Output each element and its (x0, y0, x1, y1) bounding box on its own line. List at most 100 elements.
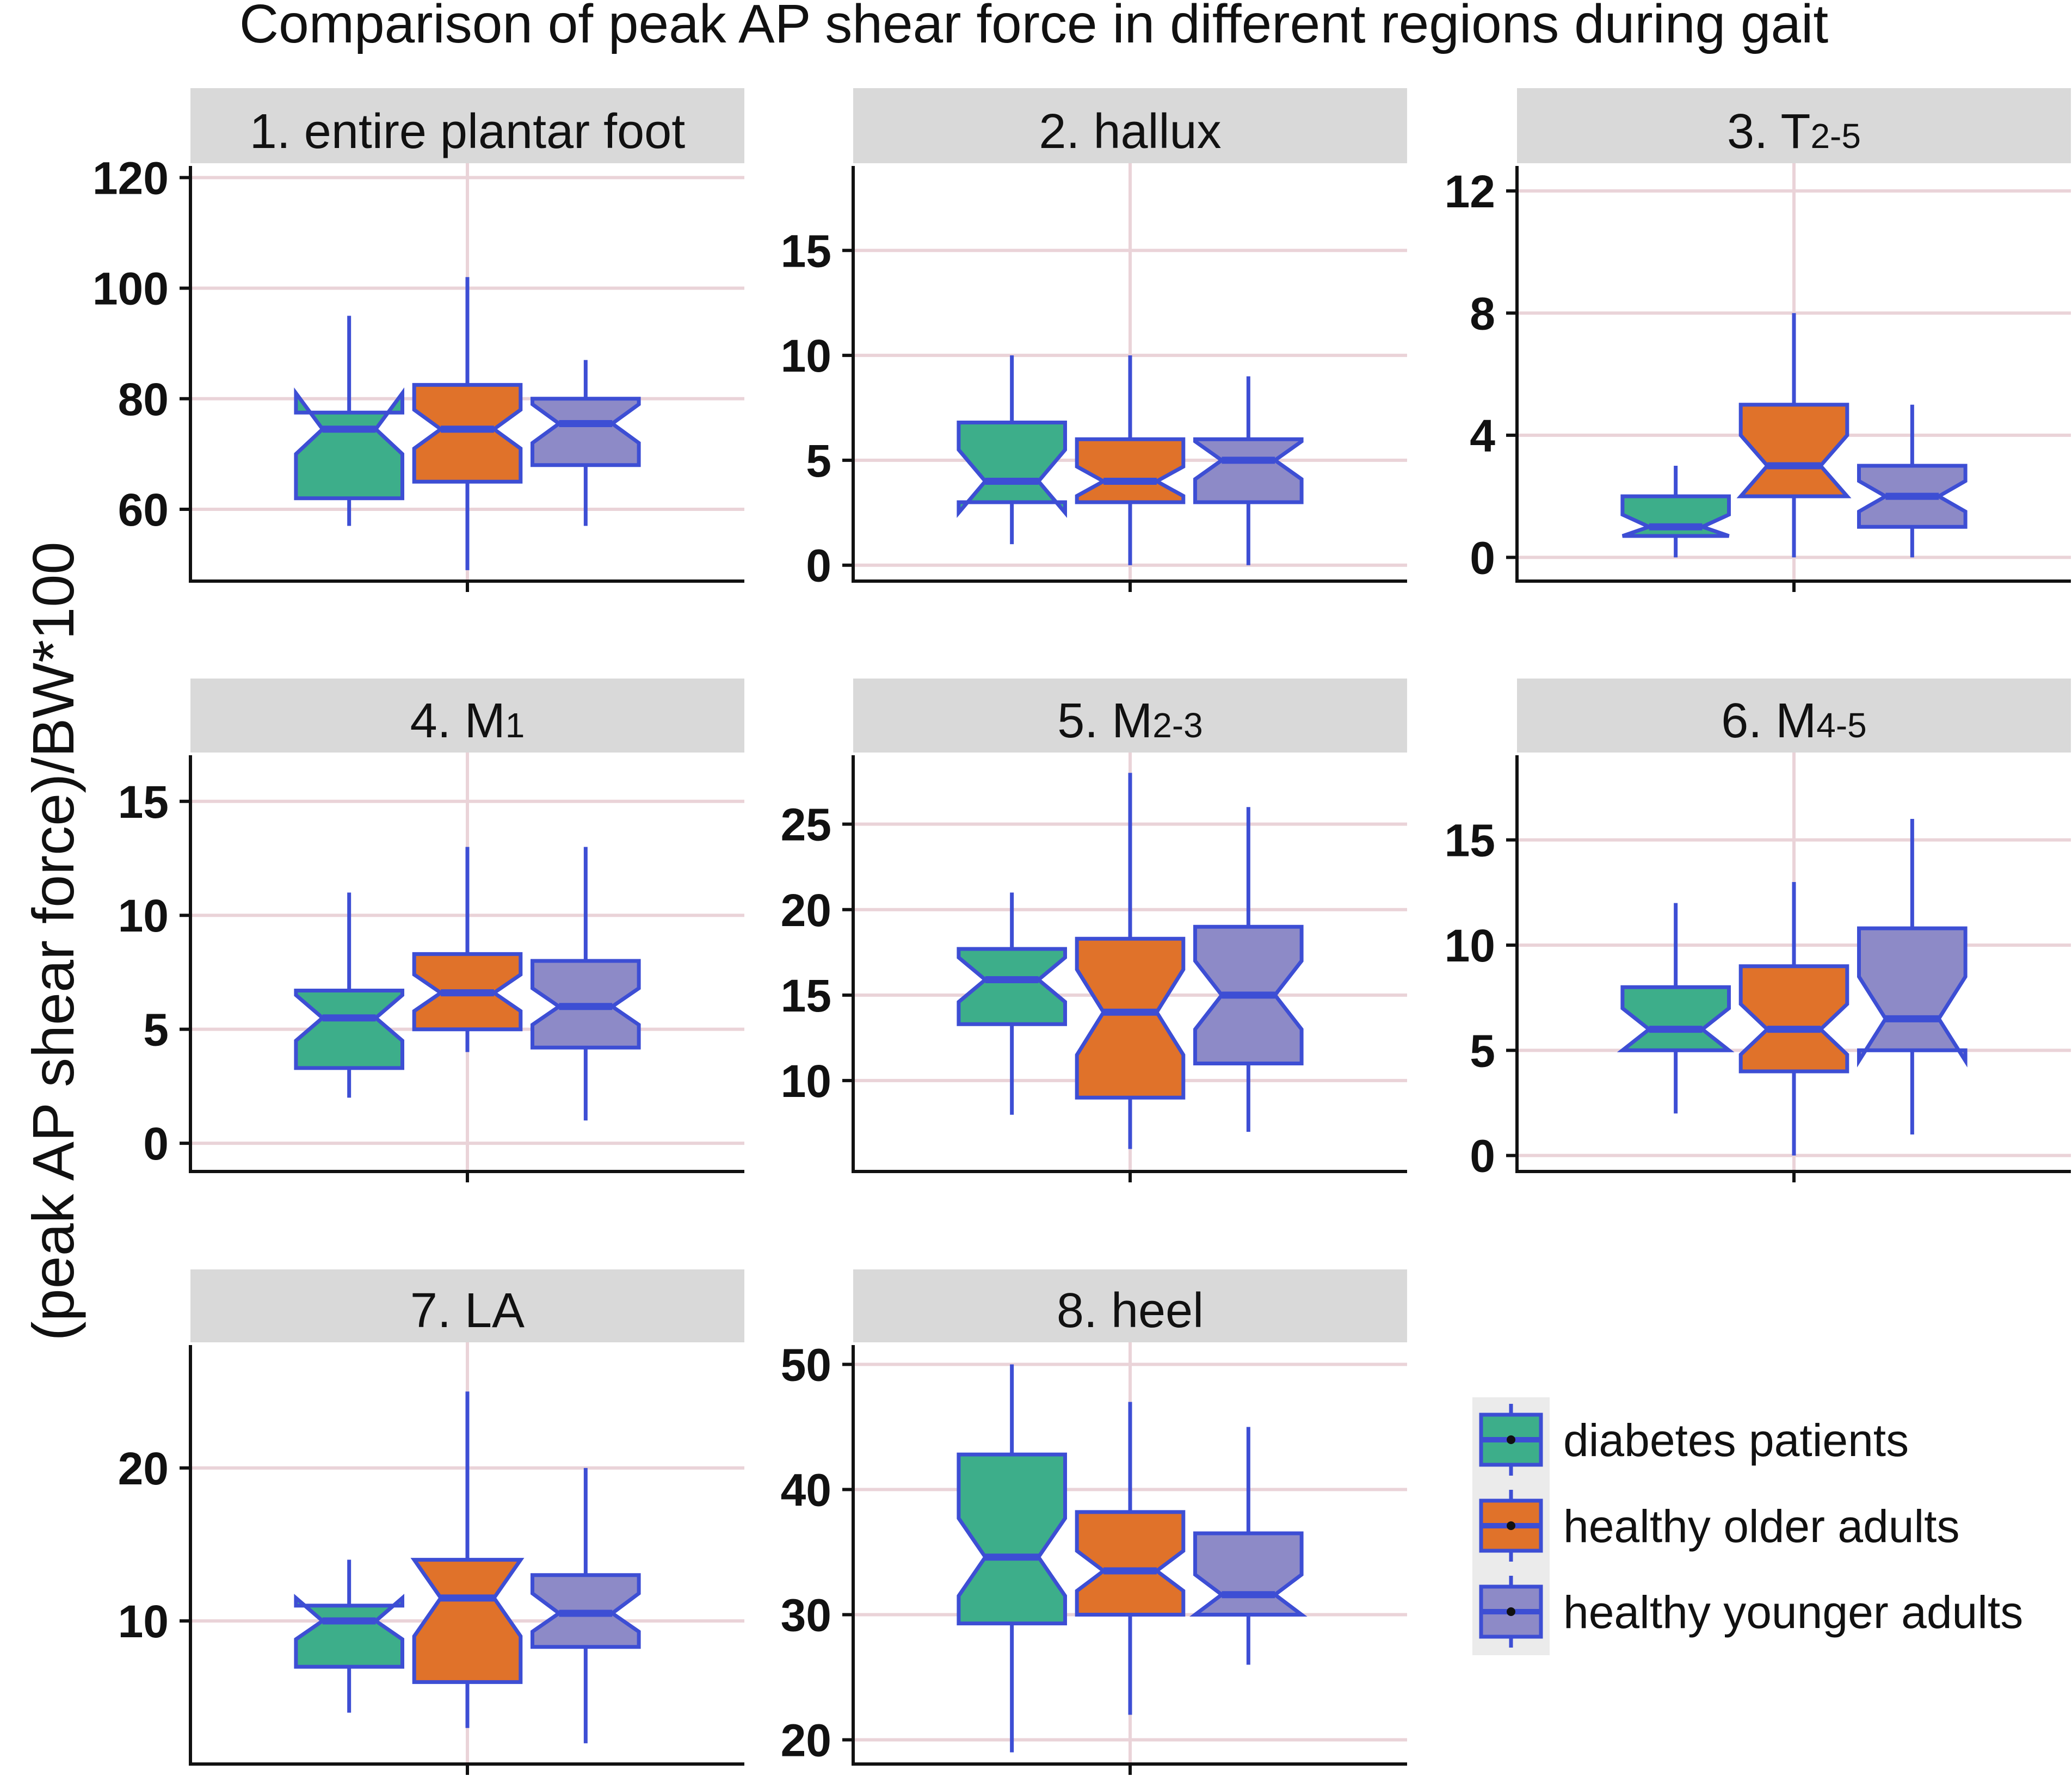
panel-5: 5. M2-3 10 15 20 25 (781, 679, 1407, 1182)
box-2 (1857, 404, 1968, 558)
y-tick-label: 4 (1470, 410, 1495, 461)
panel-strip (190, 1269, 744, 1342)
legend-label: healthy younger adults (1563, 1587, 2023, 1638)
box-0 (294, 892, 404, 1098)
panel-title-subscript: 2-5 (1810, 116, 1861, 156)
legend: diabetes patients healthy older adults hea… (1472, 1397, 2023, 1655)
panel-8: 8. heel 20 30 40 50 (781, 1269, 1407, 1775)
box-2 (1193, 376, 1304, 565)
legend-label: diabetes patients (1563, 1415, 1909, 1466)
legend-label: healthy older adults (1563, 1501, 1959, 1552)
panel-title: 8. heel (1057, 1284, 1204, 1338)
y-tick-label: 40 (781, 1465, 831, 1516)
notched-box (957, 947, 1067, 1026)
panel-1: 1. entire plantar foot 60 80 100 120 (92, 88, 744, 592)
y-tick-label: 50 (781, 1340, 831, 1391)
legend-dot (1507, 1435, 1515, 1444)
box-0 (957, 355, 1067, 545)
legend-dot (1507, 1521, 1515, 1530)
panel-title: 1. entire plantar foot (250, 104, 686, 159)
y-tick-label: 5 (806, 435, 831, 486)
box-1 (412, 277, 523, 570)
y-tick-label: 15 (1445, 815, 1495, 866)
notched-box (957, 421, 1067, 518)
legend-item-0: diabetes patients (1479, 1404, 1909, 1476)
y-axis-label: (peak AP shear force)/BW*100 (20, 542, 86, 1341)
y-tick-label: 20 (118, 1443, 169, 1494)
y-tick-label: 60 (118, 484, 169, 535)
notched-box (412, 383, 523, 484)
box-1 (1075, 1402, 1186, 1715)
legend-item-2: healthy younger adults (1479, 1576, 2023, 1648)
notched-box (1736, 403, 1852, 498)
box-2 (531, 847, 641, 1121)
box-1 (1075, 355, 1186, 565)
notched-box (294, 989, 404, 1070)
y-tick-label: 0 (143, 1118, 169, 1169)
notched-box (531, 397, 641, 467)
panel-strip (1517, 88, 2071, 163)
box-2 (1857, 819, 1968, 1134)
panel-title: 5. M2-3 (1057, 694, 1203, 748)
legend-dot (1507, 1607, 1515, 1616)
y-tick-label: 10 (118, 1596, 169, 1647)
panel-strip (1517, 679, 2071, 753)
y-tick-label: 0 (806, 540, 831, 591)
y-tick-label: 80 (118, 374, 169, 425)
y-tick-label: 10 (1445, 920, 1495, 971)
y-tick-label: 120 (92, 152, 169, 203)
notched-box (1617, 985, 1735, 1052)
legend-item-1: healthy older adults (1479, 1490, 1959, 1562)
y-tick-label: 10 (118, 890, 169, 941)
y-tick-label: 15 (118, 776, 169, 828)
box-0 (294, 1559, 404, 1713)
y-tick-label: 15 (781, 225, 831, 276)
y-tick-label: 8 (1470, 288, 1495, 339)
box-1 (410, 1391, 525, 1728)
notched-box (1075, 1510, 1186, 1617)
y-tick-label: 15 (781, 970, 831, 1021)
box-0 (957, 892, 1067, 1115)
panel-strip (853, 1269, 1407, 1342)
y-tick-label: 0 (1470, 1131, 1495, 1182)
y-tick-label: 10 (781, 330, 831, 381)
notched-box (410, 1558, 525, 1684)
box-2 (1189, 1427, 1308, 1665)
box-2 (1193, 807, 1304, 1132)
notched-box (1189, 1531, 1308, 1617)
y-tick-label: 5 (143, 1004, 169, 1056)
panel-strip (853, 679, 1407, 753)
panel-title-subscript: 4-5 (1816, 706, 1867, 745)
y-tick-label: 30 (781, 1590, 831, 1641)
panel-strip (190, 88, 744, 163)
box-1 (1738, 882, 1849, 1156)
notched-box (1075, 936, 1186, 1100)
panel-title: 7. LA (410, 1284, 525, 1338)
panel-title-subscript: 1 (505, 706, 525, 745)
notched-box (1193, 437, 1304, 504)
notched-box (1075, 437, 1186, 504)
notched-box (1857, 926, 1968, 1068)
box-0 (957, 1364, 1067, 1753)
notched-box (1738, 964, 1849, 1074)
panel-title-subscript: 2-3 (1152, 706, 1203, 745)
box-1 (1075, 773, 1186, 1149)
notched-box (294, 1594, 404, 1669)
panel-7: 7. LA 10 20 (118, 1269, 744, 1775)
y-tick-label: 10 (781, 1056, 831, 1107)
box-1 (412, 847, 523, 1052)
y-tick-label: 20 (781, 885, 831, 936)
notched-box (294, 387, 404, 501)
box-0 (1620, 465, 1731, 558)
panel-strip (853, 88, 1407, 163)
panel-title: 2. hallux (1039, 104, 1221, 159)
chart-title: Comparison of peak AP shear force in dif… (239, 0, 1828, 54)
box-2 (531, 1467, 641, 1743)
y-tick-label: 25 (781, 799, 831, 850)
panel-strip (190, 679, 744, 753)
